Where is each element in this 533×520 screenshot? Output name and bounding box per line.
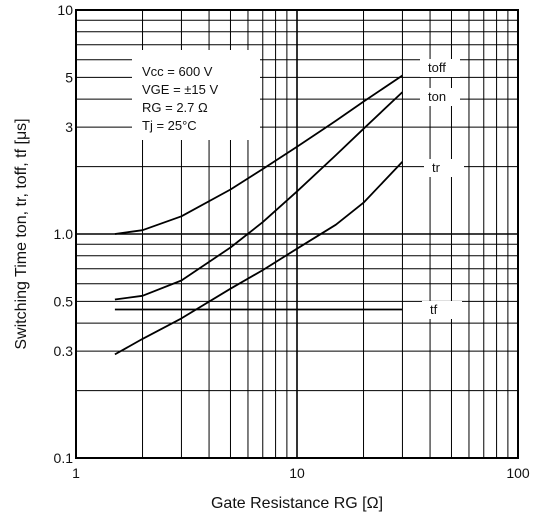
condition-text: Tj = 25°C	[142, 118, 197, 133]
y-tick-label: 3	[65, 119, 73, 135]
grid-major	[76, 10, 518, 458]
series-line-ton	[114, 91, 404, 301]
x-tick-label: 100	[506, 465, 530, 481]
x-tick-labels: 1 10 100	[72, 465, 530, 481]
y-tick-label: 1.0	[54, 226, 74, 242]
condition-text: Vcc = 600 V	[142, 64, 213, 79]
y-tick-labels: 0.1 0.3 0.5 1.0 3 5 10	[54, 2, 74, 466]
condition-text: VGE = ±15 V	[142, 82, 218, 97]
conditions-annotation: Vcc = 600 V VGE = ±15 V RG = 2.7 Ω Tj = 25°…	[142, 64, 218, 133]
y-tick-label: 0.1	[54, 450, 74, 466]
series-label-bg	[422, 301, 462, 319]
condition-text: RG = 2.7 Ω	[142, 100, 208, 115]
series-label-tf: tf	[430, 302, 438, 317]
y-tick-label: 10	[57, 2, 73, 18]
y-tick-label: 0.3	[54, 343, 74, 359]
series-lines	[114, 74, 404, 356]
y-axis-label: Switching Time ton, tr, toff, tf [μs]	[13, 118, 30, 349]
series-label-tr: tr	[432, 160, 441, 175]
series-line-tr	[114, 161, 404, 356]
x-axis-label: Gate Resistance RG [Ω]	[211, 495, 383, 512]
series-label-toff: toff	[428, 60, 446, 75]
x-tick-label: 1	[72, 465, 80, 481]
conditions-box	[132, 50, 260, 140]
y-tick-label: 0.5	[54, 293, 74, 309]
series-label-bg	[420, 59, 460, 77]
plot-frame	[75, 9, 519, 459]
series-label-bg	[424, 159, 464, 177]
series-label-bg	[420, 88, 460, 106]
series-label-ton: ton	[428, 89, 446, 104]
series-line-toff	[114, 74, 403, 235]
y-tick-label: 5	[65, 69, 73, 85]
x-tick-label: 10	[289, 465, 305, 481]
series-labels: toff ton tr tf	[420, 59, 464, 319]
